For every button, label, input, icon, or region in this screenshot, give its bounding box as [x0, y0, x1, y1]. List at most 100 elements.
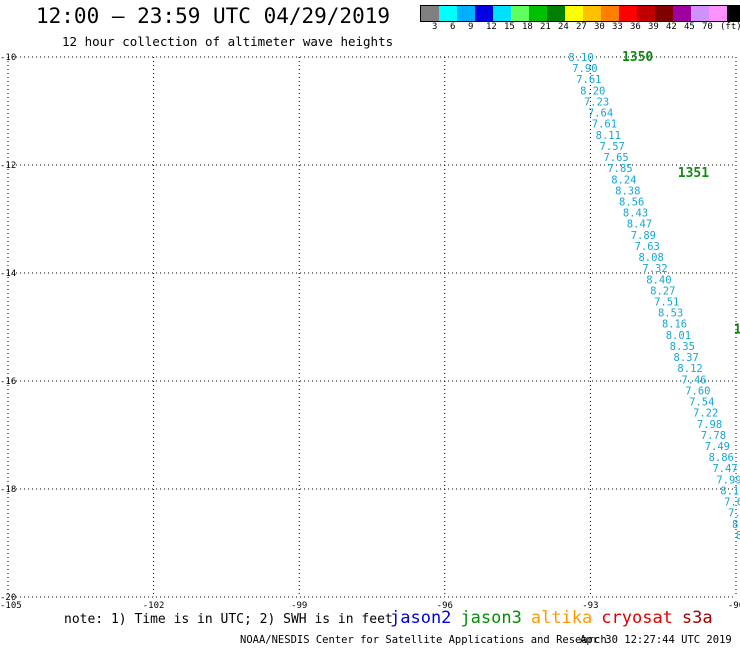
legend-label: 39: [648, 22, 659, 32]
swh-value: 8.53: [658, 308, 683, 320]
generated-timestamp: Apr 30 12:27:44 UTC 2019: [580, 634, 732, 646]
swh-value: 8.47: [627, 219, 652, 231]
legend-swatch: [565, 6, 583, 21]
swh-value: 7.51: [654, 297, 679, 309]
legend-label: 30: [594, 22, 605, 32]
swh-value: 8.24: [611, 174, 636, 186]
legend-label: 33: [612, 22, 623, 32]
pass-number: 1351: [678, 166, 709, 181]
legend-swatch: [637, 6, 655, 21]
legend-label: 70: [702, 22, 713, 32]
swh-value: 8.56: [619, 196, 644, 208]
swh-value: 7.23: [584, 96, 609, 108]
swh-value: 7.61: [592, 119, 617, 131]
legend-swatch: [511, 6, 529, 21]
swh-value: 7.78: [701, 430, 726, 442]
lon-label: -105: [0, 601, 22, 611]
satellite-jason2: jason2: [390, 608, 452, 628]
swh-value: 8.37: [674, 352, 699, 364]
legend-label: 6: [450, 22, 456, 32]
legend-swatch: [709, 6, 727, 21]
map-subtitle: 12 hour collection of altimeter wave hei…: [62, 34, 394, 49]
legend-swatch: [475, 6, 493, 21]
swh-value: 8.20: [580, 85, 605, 97]
legend-label: 9: [468, 22, 474, 32]
swh-value: 8.27: [650, 285, 675, 297]
swh-value: 8.12: [677, 363, 702, 375]
swh-value: 8.16: [662, 319, 687, 331]
legend-label: 24: [558, 22, 569, 32]
swh-value: 8.43: [623, 208, 648, 220]
lon-label: -102: [143, 601, 165, 611]
lon-label: -90: [728, 601, 740, 611]
swh-value: 7.32: [642, 263, 667, 275]
legend-label: 21: [540, 22, 551, 32]
swh-value: 7.99: [716, 474, 740, 486]
swh-value: 7.57: [600, 141, 625, 153]
swh-value: 7.65: [603, 152, 628, 164]
legend-label: 3: [432, 22, 438, 32]
legend-label: 27: [576, 22, 587, 32]
pass-number: 1350: [622, 50, 653, 65]
satellite-legend: jason2 jason3 altika cryosat s3a: [390, 608, 722, 628]
legend-swatch: [673, 6, 691, 21]
swh-value: 8.40: [646, 274, 671, 286]
legend-swatch: [601, 6, 619, 21]
swh-value: 7.64: [588, 108, 613, 120]
legend-swatch: [691, 6, 709, 21]
swh-value: 8.10: [568, 52, 593, 64]
swh-value: 8.35: [670, 341, 695, 353]
swh-value: 8.10: [720, 485, 740, 497]
satellite-s3a: s3a: [681, 608, 713, 628]
pass-number: 1352: [734, 323, 740, 338]
swh-value: 8.: [736, 530, 740, 542]
swh-value: 7.60: [685, 385, 710, 397]
lon-label: -96: [437, 601, 453, 611]
swh-value: 7.98: [697, 419, 722, 431]
swh-value: 7.54: [689, 397, 714, 409]
lat-label: -20: [0, 593, 16, 603]
swh-value: 7.22: [693, 408, 718, 420]
lon-label: -93: [582, 601, 598, 611]
satellite-jason3: jason3: [460, 608, 522, 628]
units-note: note: 1) Time is in UTC; 2) SWH is in fe…: [64, 612, 393, 627]
legend-swatch: [547, 6, 565, 21]
swh-value: 7.49: [705, 441, 730, 453]
swh-value: 8.38: [615, 185, 640, 197]
swh-value: 8.08: [638, 252, 663, 264]
swh-value: 7.46: [681, 374, 706, 386]
swh-value: 8.: [732, 519, 740, 531]
swh-value: 8.86: [709, 452, 734, 464]
legend-label: 42: [666, 22, 677, 32]
lon-label: -99: [291, 601, 307, 611]
swh-value: 7.89: [631, 230, 656, 242]
swh-value: 7.61: [576, 74, 601, 86]
swh-value: 8.01: [666, 330, 691, 342]
swh-value: 8.11: [596, 130, 621, 142]
legend-swatch: [583, 6, 601, 21]
legend-swatch: [619, 6, 637, 21]
legend-swatch: [457, 6, 475, 21]
credit-text: NOAA/NESDIS Center for Satellite Applica…: [240, 634, 607, 646]
legend-label: 45: [684, 22, 695, 32]
map-title: 12:00 – 23:59 UTC 04/29/2019: [36, 4, 391, 28]
swh-color-legend: [420, 5, 740, 22]
swh-value: 7.47: [712, 463, 737, 475]
swh-value: 7.7: [728, 508, 740, 520]
swh-value: 7.85: [607, 163, 632, 175]
legend-swatch: [529, 6, 547, 21]
swh-value: 7.63: [635, 241, 660, 253]
legend-label: 12: [486, 22, 497, 32]
legend-label: 36: [630, 22, 641, 32]
satellite-altika: altika: [530, 608, 593, 628]
legend-swatch: [421, 6, 439, 21]
legend-label: 15: [504, 22, 515, 32]
legend-swatch: [493, 6, 511, 21]
legend-swatch: [655, 6, 673, 21]
swh-value: 7.90: [572, 63, 597, 75]
legend-label: 18: [522, 22, 533, 32]
legend-swatch: [727, 6, 740, 21]
swh-value: 7.61: [724, 497, 740, 509]
legend-label: (ft): [720, 22, 740, 32]
